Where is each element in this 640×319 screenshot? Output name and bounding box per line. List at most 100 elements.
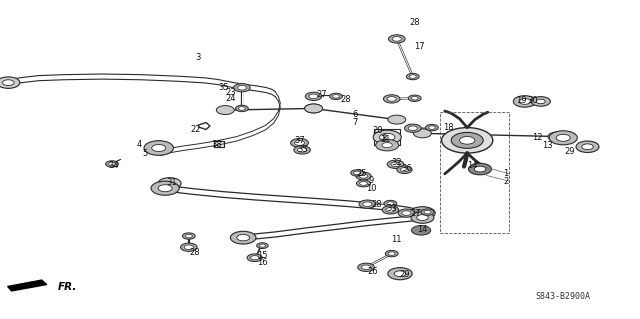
- Text: 28: 28: [371, 200, 381, 209]
- Circle shape: [0, 77, 20, 88]
- Circle shape: [373, 130, 401, 144]
- Circle shape: [388, 252, 396, 255]
- Circle shape: [259, 244, 266, 247]
- Circle shape: [412, 96, 419, 100]
- Circle shape: [152, 145, 166, 152]
- Text: 6: 6: [353, 110, 358, 119]
- Circle shape: [429, 126, 435, 130]
- Circle shape: [3, 80, 14, 85]
- Polygon shape: [8, 280, 47, 291]
- Circle shape: [387, 202, 394, 205]
- Text: 7: 7: [353, 118, 358, 127]
- Text: 19: 19: [516, 96, 527, 105]
- Circle shape: [309, 94, 318, 99]
- Text: S843-B2900A: S843-B2900A: [536, 292, 591, 301]
- Text: 33: 33: [387, 204, 397, 213]
- Text: 30: 30: [527, 96, 538, 105]
- Circle shape: [358, 263, 374, 271]
- Circle shape: [474, 166, 486, 172]
- Circle shape: [442, 128, 493, 153]
- Circle shape: [531, 97, 550, 106]
- Text: 12: 12: [532, 133, 543, 142]
- Circle shape: [356, 180, 371, 187]
- Text: 36: 36: [401, 164, 412, 173]
- Text: 35: 35: [298, 145, 308, 154]
- Circle shape: [305, 104, 323, 113]
- Circle shape: [359, 200, 376, 208]
- Circle shape: [298, 148, 307, 152]
- Circle shape: [158, 178, 181, 189]
- Circle shape: [394, 271, 406, 277]
- Text: 13: 13: [542, 141, 552, 150]
- Circle shape: [408, 95, 421, 101]
- Text: 17: 17: [414, 42, 424, 51]
- Circle shape: [360, 182, 367, 185]
- Circle shape: [330, 93, 342, 100]
- Circle shape: [387, 97, 396, 101]
- Circle shape: [109, 162, 115, 166]
- Circle shape: [391, 162, 400, 167]
- Circle shape: [363, 202, 372, 206]
- Circle shape: [382, 206, 399, 214]
- Circle shape: [333, 95, 339, 98]
- Circle shape: [380, 133, 395, 141]
- Circle shape: [144, 141, 173, 155]
- Circle shape: [392, 37, 401, 41]
- Circle shape: [216, 106, 234, 115]
- Circle shape: [536, 99, 545, 104]
- Circle shape: [549, 131, 577, 145]
- Circle shape: [424, 211, 431, 214]
- Circle shape: [388, 35, 405, 43]
- Circle shape: [417, 215, 428, 220]
- Circle shape: [182, 233, 195, 239]
- Text: 32: 32: [392, 158, 402, 167]
- Circle shape: [356, 172, 371, 180]
- Text: 29: 29: [564, 147, 575, 156]
- Circle shape: [247, 254, 262, 262]
- Circle shape: [384, 200, 397, 207]
- Circle shape: [294, 140, 305, 145]
- Circle shape: [151, 181, 179, 195]
- Text: 3: 3: [196, 53, 201, 62]
- Circle shape: [576, 141, 599, 152]
- Circle shape: [548, 132, 566, 141]
- Text: 29: 29: [399, 270, 410, 279]
- Circle shape: [404, 124, 421, 132]
- Circle shape: [556, 134, 570, 141]
- Bar: [440, 112, 509, 233]
- Text: 5: 5: [142, 149, 147, 158]
- Circle shape: [513, 96, 536, 107]
- Text: 28: 28: [410, 19, 420, 27]
- Text: 8: 8: [381, 134, 387, 143]
- Circle shape: [158, 185, 172, 192]
- Circle shape: [354, 171, 361, 175]
- Circle shape: [385, 250, 398, 257]
- Circle shape: [408, 126, 417, 130]
- Circle shape: [239, 107, 246, 110]
- Circle shape: [416, 210, 429, 216]
- Circle shape: [468, 163, 492, 175]
- Circle shape: [305, 92, 322, 100]
- Text: 18: 18: [443, 123, 453, 132]
- Circle shape: [426, 124, 438, 131]
- Text: 27: 27: [316, 90, 326, 99]
- Text: 25: 25: [356, 169, 367, 178]
- Circle shape: [387, 160, 404, 168]
- Circle shape: [359, 174, 368, 178]
- Text: 27: 27: [411, 209, 421, 218]
- Text: 15: 15: [257, 251, 268, 260]
- Circle shape: [376, 139, 399, 151]
- Text: 2: 2: [503, 177, 508, 186]
- Circle shape: [410, 75, 417, 78]
- Circle shape: [400, 167, 409, 172]
- Text: 26: 26: [367, 267, 378, 276]
- Circle shape: [230, 231, 256, 244]
- Circle shape: [180, 243, 197, 251]
- Text: 16: 16: [257, 258, 268, 267]
- Text: 11: 11: [392, 235, 402, 244]
- Text: 28: 28: [340, 95, 351, 104]
- Text: 34: 34: [109, 161, 119, 170]
- Circle shape: [236, 105, 248, 112]
- Circle shape: [412, 226, 431, 235]
- Text: 23: 23: [225, 88, 236, 97]
